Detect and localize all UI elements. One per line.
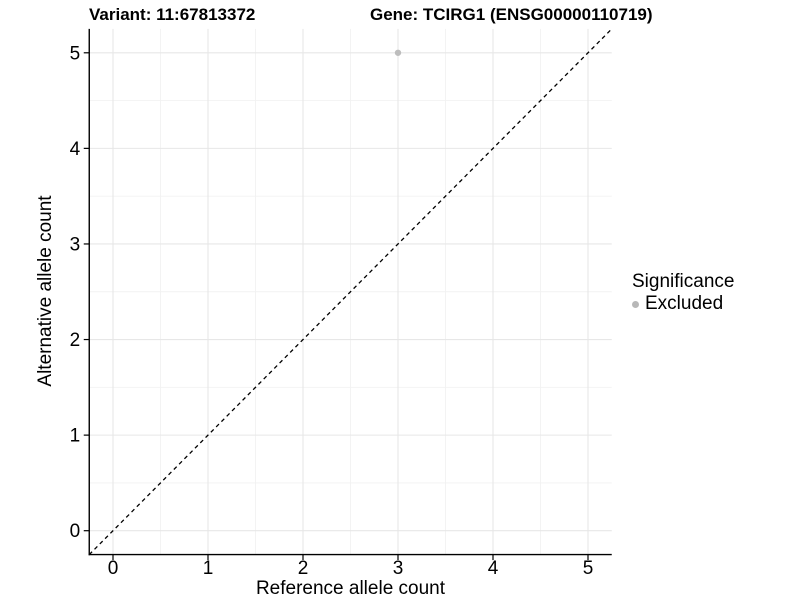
legend-item-label: Excluded bbox=[645, 293, 724, 314]
gene-title: Gene: TCIRG1 (ENSG00000110719) bbox=[370, 5, 653, 24]
variant-title: Variant: 11:67813372 bbox=[89, 5, 256, 24]
y-tick-label: 0 bbox=[70, 521, 81, 542]
axis-lines bbox=[88, 28, 612, 556]
y-tick-label: 4 bbox=[70, 139, 81, 160]
minor-gridlines bbox=[89, 28, 612, 555]
y-axis-title: Alternative allele count bbox=[35, 195, 56, 387]
x-tick-label: 5 bbox=[583, 558, 594, 579]
tick-marks bbox=[83, 52, 589, 561]
y-tick-label: 1 bbox=[70, 426, 81, 447]
legend-item-excluded: Excluded bbox=[632, 293, 734, 315]
legend: Significance Excluded bbox=[632, 271, 734, 315]
y-tick-label: 3 bbox=[70, 234, 81, 255]
y-tick-label: 5 bbox=[70, 43, 81, 64]
x-axis-title: Reference allele count bbox=[255, 578, 446, 599]
legend-title: Significance bbox=[632, 271, 735, 292]
x-tick-label: 4 bbox=[488, 558, 499, 579]
data-points bbox=[394, 49, 402, 56]
tick-labels: 0 1 2 3 4 5 0 1 2 3 4 5 bbox=[70, 43, 594, 579]
x-tick-label: 1 bbox=[203, 558, 214, 579]
x-tick-label: 3 bbox=[393, 558, 404, 579]
major-gridlines bbox=[89, 28, 612, 555]
x-tick-label: 0 bbox=[108, 558, 119, 579]
data-point bbox=[394, 49, 402, 56]
excluded-point-icon bbox=[632, 300, 639, 308]
y-tick-label: 2 bbox=[70, 330, 81, 351]
identity-dashed-line bbox=[88, 28, 613, 556]
x-tick-label: 2 bbox=[298, 558, 309, 579]
